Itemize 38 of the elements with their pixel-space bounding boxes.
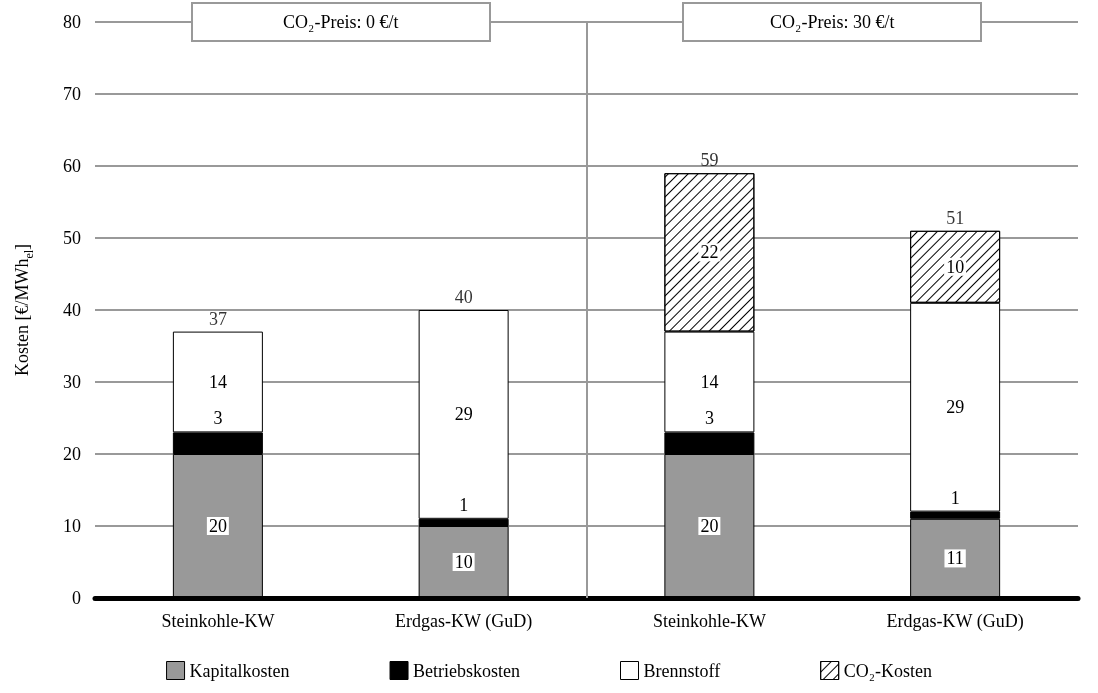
total-label: 37 xyxy=(208,308,227,329)
data-label: 10 xyxy=(454,552,473,572)
data-label: 1 xyxy=(459,494,469,515)
y-tick-label: 50 xyxy=(63,228,81,248)
y-tick-label: 80 xyxy=(63,12,81,32)
total-label: 51 xyxy=(946,207,965,228)
legend-label: Brennstoff xyxy=(643,660,721,681)
legend-label: Kapitalkosten xyxy=(189,660,290,681)
data-label: 22 xyxy=(700,242,719,263)
annotation: CO₂-Preis: 30 €/t xyxy=(770,11,895,33)
x-tick-label: Erdgas-KW (GuD) xyxy=(395,611,533,632)
data-label: 11 xyxy=(946,548,964,569)
y-tick-label: 10 xyxy=(63,516,81,536)
total-label: 59 xyxy=(700,150,719,171)
x-tick-label: Erdgas-KW (GuD) xyxy=(886,611,1024,632)
data-label: 10 xyxy=(946,256,965,277)
data-label: 29 xyxy=(946,397,965,418)
data-label: 20 xyxy=(700,516,719,536)
x-tick-label: Steinkohle-KW xyxy=(652,611,766,631)
total-label: 40 xyxy=(454,287,473,307)
data-label: 3 xyxy=(213,408,223,429)
y-tick-label: 70 xyxy=(63,84,81,104)
legend-label: Betriebskosten xyxy=(413,660,521,681)
y-axis-title: Kosten [€/MWhel] xyxy=(12,243,36,377)
annotation: CO₂-Preis: 0 €/t xyxy=(283,11,399,33)
data-label: 29 xyxy=(454,404,473,425)
data-label: 14 xyxy=(208,372,227,392)
data-label: 14 xyxy=(700,372,719,392)
x-tick-label: Steinkohle-KW xyxy=(161,611,275,631)
data-label: 1 xyxy=(950,487,960,508)
y-tick-label: 0 xyxy=(72,588,81,608)
legend-label: CO₂-Kosten xyxy=(843,660,932,681)
data-label: 3 xyxy=(704,408,714,429)
data-label: 20 xyxy=(208,516,227,536)
y-tick-label: 20 xyxy=(63,444,81,464)
y-tick-label: 40 xyxy=(63,300,81,320)
y-tick-label: 60 xyxy=(63,156,81,176)
y-tick-label: 30 xyxy=(63,372,81,392)
